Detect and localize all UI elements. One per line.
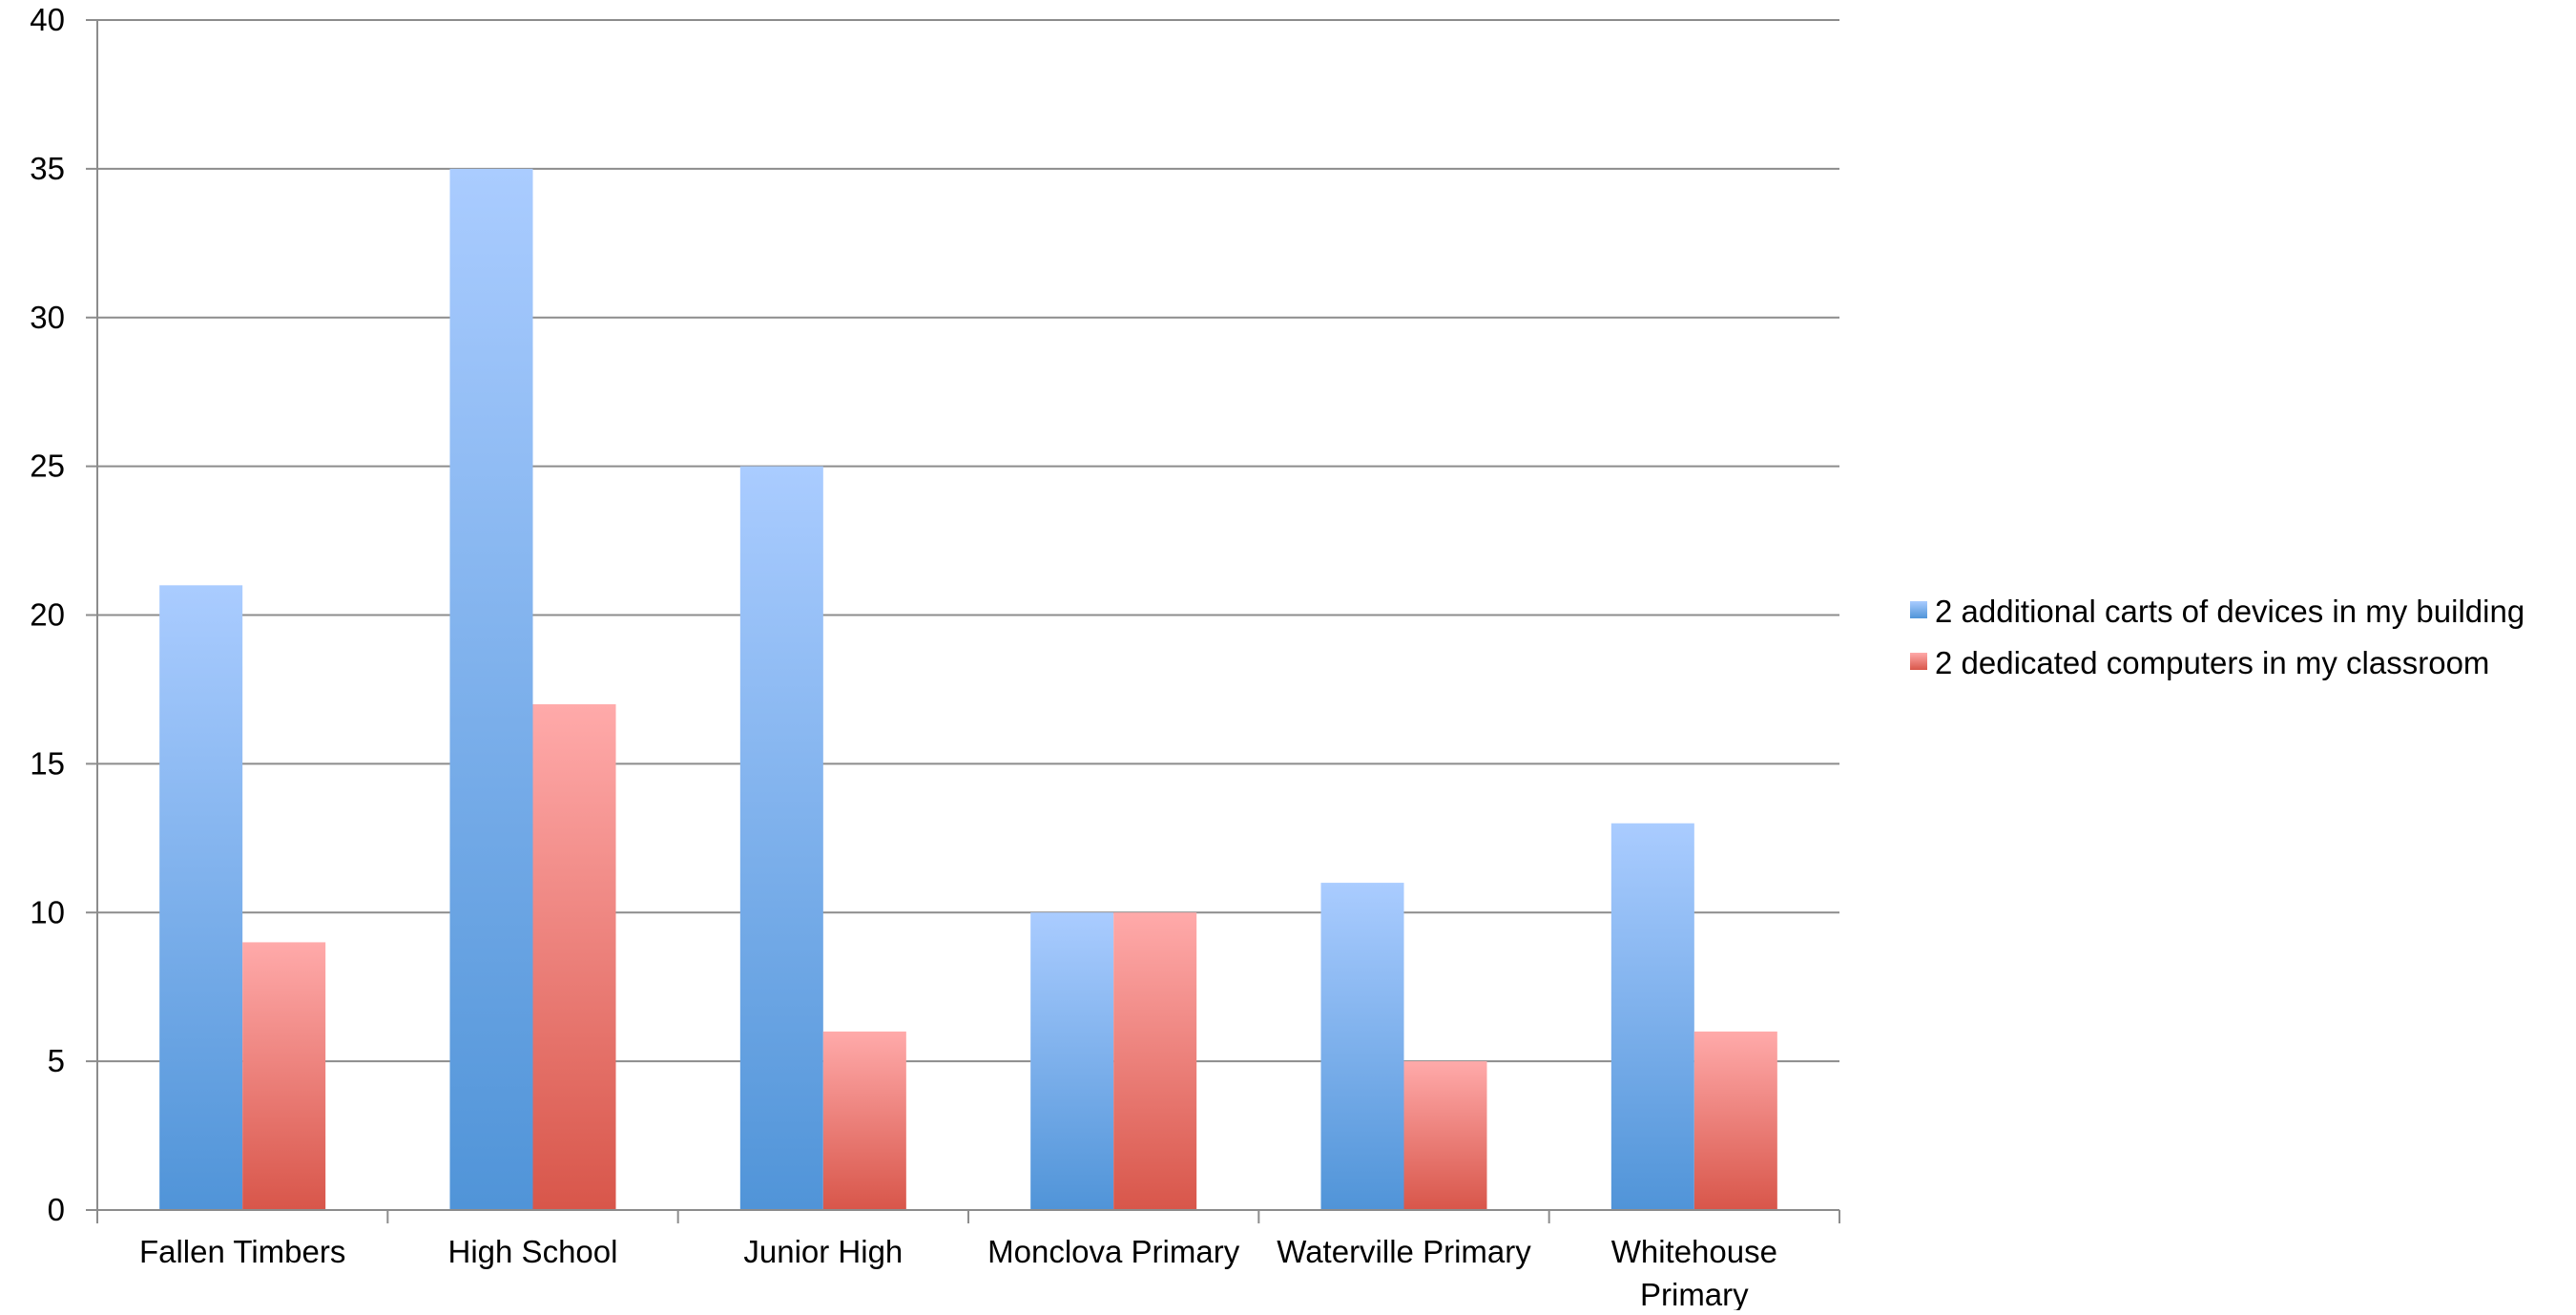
y-tick-label: 25: [30, 449, 65, 484]
bar-carts-1: [449, 168, 533, 1210]
bar-carts-4: [1320, 883, 1404, 1210]
legend: 2 additional carts of devices in my buil…: [1910, 594, 2524, 680]
bar-computers-4: [1403, 1061, 1487, 1210]
x-tick-label: High School: [448, 1234, 618, 1269]
bar-carts-5: [1610, 823, 1694, 1210]
x-tick-label: Monclova Primary: [987, 1234, 1240, 1269]
y-tick-label: 20: [30, 597, 65, 633]
x-tick-label: Fallen Timbers: [139, 1234, 345, 1269]
legend-swatch: [1910, 653, 1927, 670]
x-axis-tick-labels: Fallen Timbers High School Junior High Monc…: [139, 1234, 1777, 1312]
y-tick-label: 15: [30, 745, 65, 781]
bar-carts-0: [159, 585, 243, 1210]
bar-carts-2: [739, 466, 823, 1210]
y-tick-label: 30: [30, 300, 65, 335]
y-tick-label: 35: [30, 151, 65, 186]
bar-computers-1: [532, 704, 616, 1210]
bar-computers-5: [1693, 1031, 1777, 1210]
y-tick-label: 5: [48, 1043, 65, 1078]
x-tick-label: Junior High: [743, 1234, 903, 1269]
bar-carts-3: [1030, 912, 1114, 1210]
x-tick-label: Waterville Primary: [1277, 1234, 1531, 1269]
y-tick-label: 10: [30, 894, 65, 929]
y-tick-label: 0: [48, 1192, 65, 1227]
legend-label: 2 additional carts of devices in my buil…: [1935, 594, 2524, 629]
legend-swatch: [1910, 601, 1927, 618]
bars: [159, 168, 1777, 1210]
bar-computers-2: [822, 1031, 906, 1210]
bar-computers-0: [242, 942, 326, 1210]
x-tick-label: Whitehouse Primary: [1611, 1234, 1777, 1310]
legend-label: 2 dedicated computers in my classroom: [1935, 645, 2489, 680]
y-axis-tick-labels: 0 5 10 15 20 25 30 35 40: [30, 2, 65, 1227]
gridlines: [97, 19, 1839, 1063]
bar-computers-3: [1113, 912, 1197, 1210]
axes: [86, 19, 1840, 1223]
y-tick-label: 40: [30, 2, 65, 37]
